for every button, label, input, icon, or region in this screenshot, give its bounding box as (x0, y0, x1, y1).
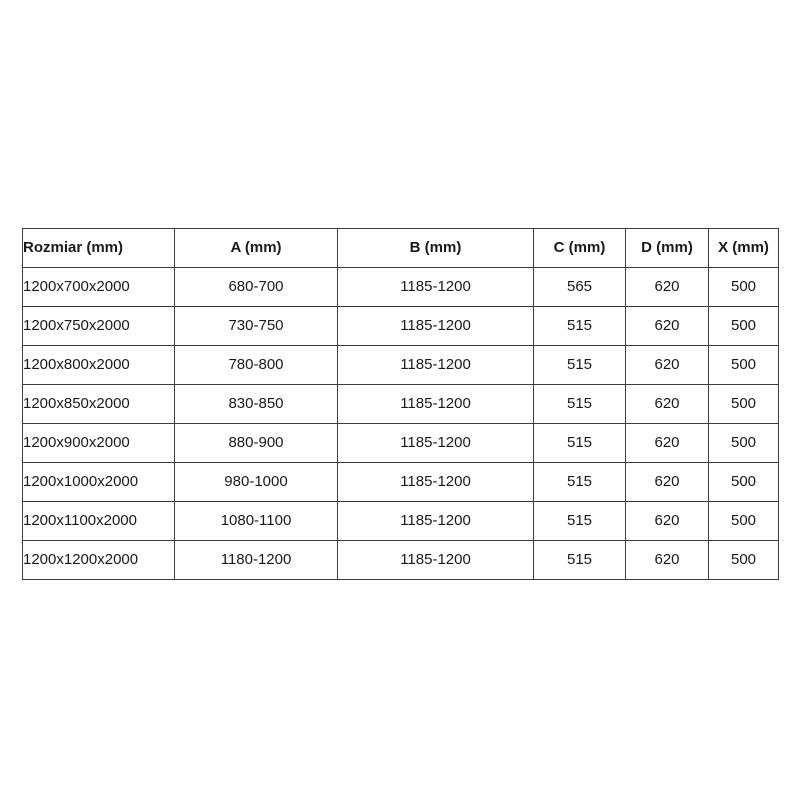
table-cell-x: 500 (708, 267, 779, 307)
table-header: Rozmiar (mm) A (mm) B (mm) C (mm) D (mm)… (22, 228, 779, 268)
table-row: 1200x800x2000 780-800 1185-1200 515 620 500 (22, 345, 779, 385)
table-cell-b: 1185-1200 (337, 384, 534, 424)
table-cell-b: 1185-1200 (337, 306, 534, 346)
table-cell-d: 620 (625, 345, 709, 385)
table-row: 1200x1000x2000 980-1000 1185-1200 515 620 500 (22, 462, 779, 502)
table-cell-d: 620 (625, 540, 709, 580)
table-cell-b: 1185-1200 (337, 423, 534, 463)
column-header-b: B (mm) (337, 228, 534, 268)
table-body: 1200x700x2000 680-700 1185-1200 565 620 500 12… (22, 267, 779, 580)
table-cell-x: 500 (708, 462, 779, 502)
table-cell-x: 500 (708, 540, 779, 580)
table-cell-size: 1200x750x2000 (22, 306, 175, 346)
table-cell-c: 565 (533, 267, 626, 307)
table-cell-a: 880-900 (174, 423, 338, 463)
table-header-row: Rozmiar (mm) A (mm) B (mm) C (mm) D (mm)… (22, 228, 779, 268)
table-cell-d: 620 (625, 501, 709, 541)
table-cell-c: 515 (533, 423, 626, 463)
table-cell-c: 515 (533, 345, 626, 385)
table-cell-size: 1200x1100x2000 (22, 501, 175, 541)
table-cell-c: 515 (533, 462, 626, 502)
table-cell-x: 500 (708, 345, 779, 385)
table-cell-x: 500 (708, 384, 779, 424)
table-cell-c: 515 (533, 306, 626, 346)
table-row: 1200x1200x2000 1180-1200 1185-1200 515 620 50… (22, 540, 779, 580)
table-row: 1200x900x2000 880-900 1185-1200 515 620 500 (22, 423, 779, 463)
table-cell-d: 620 (625, 306, 709, 346)
column-header-size: Rozmiar (mm) (22, 228, 175, 268)
table-cell-x: 500 (708, 306, 779, 346)
table-cell-size: 1200x900x2000 (22, 423, 175, 463)
table-cell-d: 620 (625, 423, 709, 463)
table-cell-a: 1080-1100 (174, 501, 338, 541)
table-cell-a: 1180-1200 (174, 540, 338, 580)
table-cell-d: 620 (625, 384, 709, 424)
table-cell-a: 680-700 (174, 267, 338, 307)
table-cell-size: 1200x850x2000 (22, 384, 175, 424)
table-row: 1200x700x2000 680-700 1185-1200 565 620 500 (22, 267, 779, 307)
table-cell-x: 500 (708, 423, 779, 463)
table-cell-a: 780-800 (174, 345, 338, 385)
table-cell-b: 1185-1200 (337, 267, 534, 307)
table-cell-a: 980-1000 (174, 462, 338, 502)
table-cell-d: 620 (625, 462, 709, 502)
table-cell-b: 1185-1200 (337, 501, 534, 541)
table-row: 1200x1100x2000 1080-1100 1185-1200 515 620 50… (22, 501, 779, 541)
column-header-x: X (mm) (708, 228, 779, 268)
table-cell-x: 500 (708, 501, 779, 541)
table-cell-c: 515 (533, 384, 626, 424)
table-cell-a: 830-850 (174, 384, 338, 424)
table-row: 1200x750x2000 730-750 1185-1200 515 620 500 (22, 306, 779, 346)
table-cell-a: 730-750 (174, 306, 338, 346)
table-cell-size: 1200x700x2000 (22, 267, 175, 307)
table-cell-b: 1185-1200 (337, 462, 534, 502)
table-cell-size: 1200x1200x2000 (22, 540, 175, 580)
table-cell-b: 1185-1200 (337, 540, 534, 580)
table-cell-c: 515 (533, 501, 626, 541)
column-header-d: D (mm) (625, 228, 709, 268)
table-cell-d: 620 (625, 267, 709, 307)
column-header-c: C (mm) (533, 228, 626, 268)
table-cell-size: 1200x800x2000 (22, 345, 175, 385)
shower-enclosure-dimensions-table: Rozmiar (mm) A (mm) B (mm) C (mm) D (mm)… (22, 228, 779, 580)
table-row: 1200x850x2000 830-850 1185-1200 515 620 500 (22, 384, 779, 424)
table-cell-c: 515 (533, 540, 626, 580)
table-cell-b: 1185-1200 (337, 345, 534, 385)
column-header-a: A (mm) (174, 228, 338, 268)
table-cell-size: 1200x1000x2000 (22, 462, 175, 502)
